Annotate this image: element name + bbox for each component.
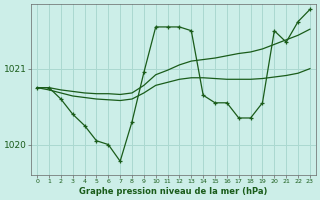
X-axis label: Graphe pression niveau de la mer (hPa): Graphe pression niveau de la mer (hPa)	[79, 187, 268, 196]
